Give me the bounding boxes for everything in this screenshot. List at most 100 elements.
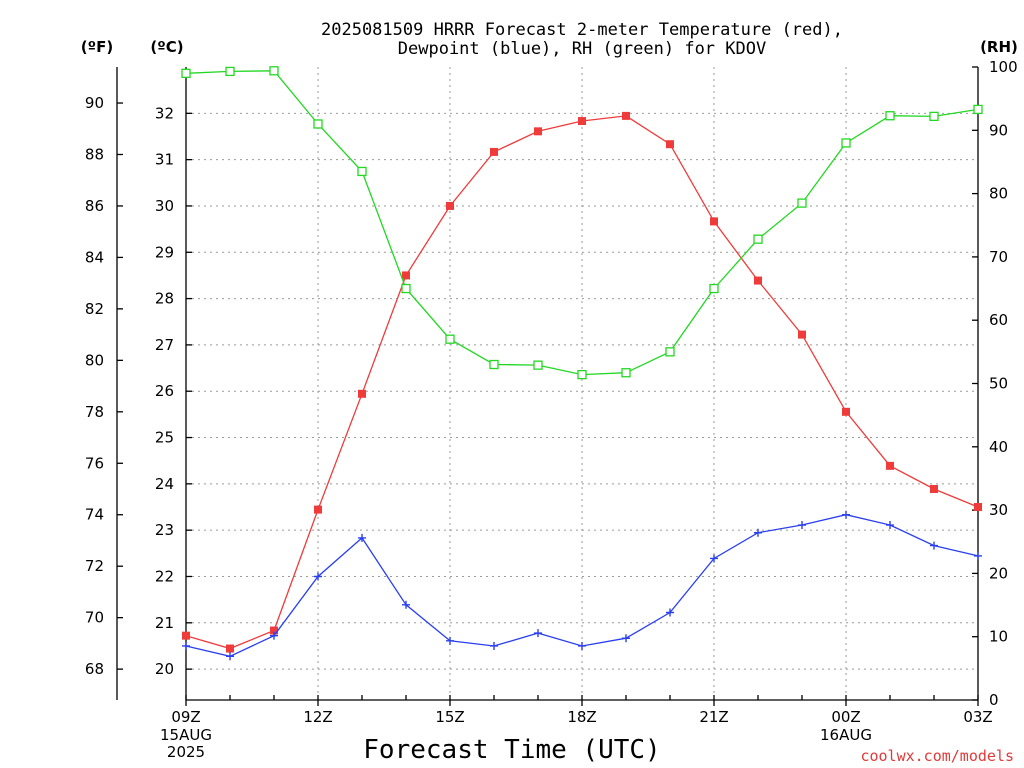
rh-point xyxy=(489,359,499,370)
temperature-point xyxy=(182,631,190,640)
tick-label-fahrenheit: 78 xyxy=(85,403,104,421)
rh-point xyxy=(181,68,191,78)
tick-label-celsius: 28 xyxy=(155,290,174,308)
unit-label-fahrenheit: (ºF) xyxy=(81,38,113,56)
rh-point xyxy=(797,198,807,208)
tick-label-fahrenheit: 80 xyxy=(85,351,104,369)
temperature-point xyxy=(270,626,278,635)
rh-point xyxy=(577,369,587,380)
tick-label-celsius: 23 xyxy=(155,521,174,539)
tick-label-rh: 100 xyxy=(989,58,1018,76)
tick-label-celsius: 27 xyxy=(155,336,174,354)
unit-label-celsius: (ºC) xyxy=(150,38,183,56)
tick-label-fahrenheit: 88 xyxy=(85,145,104,163)
temperature-point xyxy=(358,389,366,398)
tick-label-rh: 40 xyxy=(989,438,1008,456)
dewpoint-point xyxy=(930,541,938,550)
tick-label-celsius: 30 xyxy=(155,197,174,215)
dewpoint-point xyxy=(798,521,806,530)
chart-title-line1: 2025081509 HRRR Forecast 2-meter Tempera… xyxy=(321,20,843,40)
rh-point xyxy=(973,104,983,115)
dewpoint-point xyxy=(182,641,190,650)
temperature-point xyxy=(974,503,982,512)
x-axis-title: Forecast Time (UTC) xyxy=(363,735,660,765)
rh-point xyxy=(533,360,543,370)
tick-label-rh: 30 xyxy=(989,501,1008,519)
tick-label-fahrenheit: 82 xyxy=(85,300,104,318)
dewpoint-point xyxy=(402,600,410,609)
tick-label-celsius: 24 xyxy=(155,475,174,493)
tick-label-celsius: 25 xyxy=(155,429,174,447)
tick-label-celsius: 20 xyxy=(155,660,174,678)
tick-label-x: 00Z xyxy=(831,708,860,726)
tick-label-fahrenheit: 90 xyxy=(85,94,104,112)
tick-label-x-date: 16AUG xyxy=(820,726,872,744)
rh-point xyxy=(665,347,675,357)
rh-point xyxy=(313,119,323,129)
temperature-point xyxy=(534,127,542,136)
dewpoint-point xyxy=(842,510,850,519)
tick-label-x: 12Z xyxy=(303,708,332,726)
dewpoint-point xyxy=(666,608,674,617)
tick-label-rh: 70 xyxy=(989,248,1008,266)
tick-label-fahrenheit: 74 xyxy=(85,506,104,524)
temperature-point xyxy=(490,147,498,156)
dewpoint-point xyxy=(490,641,498,650)
tick-label-x: 15Z xyxy=(435,708,464,726)
tick-label-celsius: 32 xyxy=(155,104,174,122)
dewpoint-point xyxy=(270,631,278,640)
data-series xyxy=(181,66,983,661)
rh-point xyxy=(269,66,279,76)
temperature-point xyxy=(578,117,586,126)
dewpoint-point xyxy=(754,528,762,537)
rh-point xyxy=(929,111,939,122)
temperature-point xyxy=(314,505,322,514)
temperature-point xyxy=(842,407,850,416)
temperature-point xyxy=(710,217,718,226)
dewpoint-point xyxy=(578,641,586,650)
dewpoint-point xyxy=(446,636,454,645)
tick-label-celsius: 26 xyxy=(155,382,174,400)
tick-label-rh: 0 xyxy=(989,691,999,709)
dewpoint-point xyxy=(710,554,718,563)
tick-label-fahrenheit: 72 xyxy=(85,557,104,575)
tick-label-celsius: 21 xyxy=(155,614,174,632)
credit-text: coolwx.com/models xyxy=(860,747,1014,765)
tick-label-celsius: 31 xyxy=(155,151,174,169)
temperature-point xyxy=(754,276,762,285)
tick-label-x-year: 2025 xyxy=(167,743,205,761)
temperature-point xyxy=(930,485,938,493)
tick-label-rh: 50 xyxy=(989,375,1008,393)
temperature-point xyxy=(798,330,806,339)
rh-point xyxy=(357,166,367,177)
tick-label-fahrenheit: 70 xyxy=(85,609,104,627)
tick-labels: 68 70 72 74 76 78 80 82 84 86 88 90 20 21 22 23 24 25 26 27… xyxy=(85,58,1018,761)
rh-point xyxy=(401,283,411,294)
tick-label-celsius: 29 xyxy=(155,243,174,261)
dewpoint-point xyxy=(358,533,366,542)
dewpoint-point xyxy=(534,629,542,638)
temperature-point xyxy=(622,111,630,120)
grid-lines xyxy=(185,67,979,700)
rh-point xyxy=(621,368,631,378)
temperature-point xyxy=(446,201,454,210)
axes xyxy=(116,66,979,706)
tick-label-x: 03Z xyxy=(963,708,992,726)
tick-label-x: 09Z xyxy=(171,708,200,726)
rh-point xyxy=(225,66,235,77)
rh-point xyxy=(753,234,763,244)
tick-label-rh: 60 xyxy=(989,311,1008,329)
dewpoint-point xyxy=(314,572,322,581)
dewpoint-point xyxy=(226,652,234,661)
temperature-point xyxy=(886,461,894,470)
tick-label-rh: 20 xyxy=(989,564,1008,582)
tick-label-rh: 10 xyxy=(989,628,1008,646)
tick-label-fahrenheit: 84 xyxy=(85,248,104,266)
temperature-point xyxy=(226,644,234,653)
tick-label-x-date: 15AUG xyxy=(160,726,212,744)
unit-label-rh: (RH) xyxy=(980,38,1018,56)
tick-label-fahrenheit: 76 xyxy=(85,454,104,472)
tick-label-x: 18Z xyxy=(567,708,596,726)
tick-label-rh: 80 xyxy=(989,185,1008,203)
